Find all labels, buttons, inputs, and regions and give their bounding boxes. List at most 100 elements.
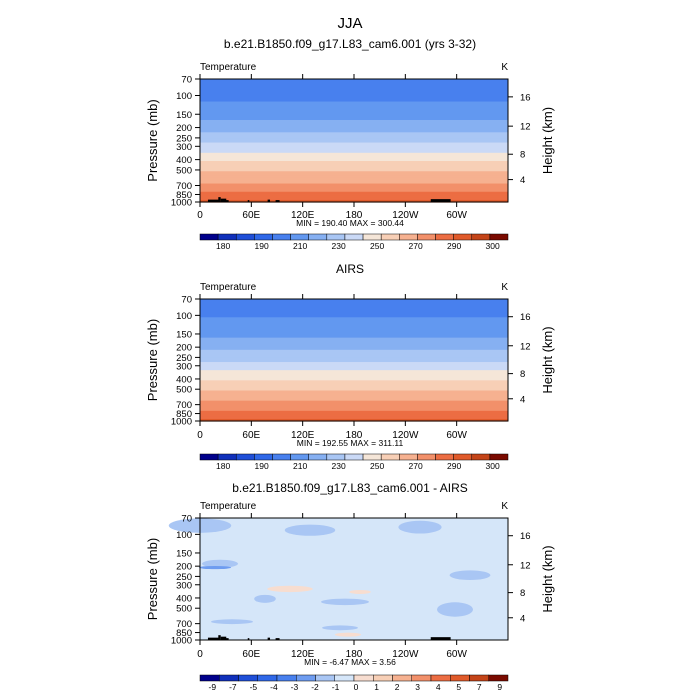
- y-tick-label: 100: [176, 311, 192, 322]
- contour-band: [200, 406, 508, 410]
- contour-band: [200, 418, 508, 422]
- y-tick-label: 150: [176, 329, 192, 340]
- anomaly-region: [202, 559, 238, 568]
- panel-1: b.e21.B1850.f09_g17.L83_cam6.001 (yrs 3-…: [145, 37, 555, 251]
- colorbar-swatch: [399, 233, 418, 241]
- colorbar: 180 190 210 230 250 270 290 300: [199, 233, 509, 251]
- height-tick-label: 16: [520, 531, 531, 542]
- contour-band: [200, 79, 508, 82]
- x-tick-label: 60W: [446, 649, 467, 660]
- contour-band: [200, 140, 508, 144]
- colorbar-label: 180: [216, 241, 230, 251]
- contour-band: [200, 120, 508, 123]
- topography-block: [430, 199, 451, 202]
- colorbar-swatch: [272, 233, 291, 241]
- y-tick-label: 400: [176, 155, 192, 166]
- unit-label: K: [501, 62, 508, 73]
- contour-band: [200, 117, 508, 121]
- contour-band: [200, 105, 508, 109]
- y-tick-label: 1000: [171, 636, 192, 647]
- x-tick-label: 180: [346, 649, 363, 660]
- contour-band: [200, 323, 508, 327]
- contour-band: [200, 388, 508, 392]
- contour-band: [200, 111, 508, 115]
- contour-band: [200, 128, 508, 131]
- y-tick-label: 200: [176, 562, 192, 573]
- contour-band: [200, 378, 508, 381]
- height-tick-label: 8: [520, 369, 525, 380]
- contour-band: [200, 386, 508, 390]
- contour-band: [200, 345, 508, 349]
- y-tick-label: 150: [176, 548, 192, 559]
- contour-band: [200, 333, 508, 337]
- contour-band: [200, 325, 508, 329]
- colorbar-swatch: [380, 453, 400, 461]
- contour-band: [200, 400, 508, 404]
- topography-block: [225, 200, 229, 202]
- contour-band: [200, 185, 508, 189]
- contour-band: [200, 337, 508, 341]
- topography-block: [275, 200, 280, 202]
- anomaly-region: [198, 565, 232, 570]
- contour-band: [200, 138, 508, 142]
- stats-label: MIN = 190.40 MAX = 300.44: [296, 218, 404, 228]
- colorbar-label: 210: [293, 461, 307, 471]
- colorbar-label: 1: [374, 682, 379, 692]
- contour-band: [200, 93, 508, 96]
- plot-area: [168, 518, 508, 640]
- contour-band: [200, 146, 508, 150]
- colorbar-label: -7: [229, 682, 237, 692]
- contour-band: [200, 189, 508, 193]
- topography: [207, 197, 451, 202]
- y-axis-label-left: Pressure (mb): [145, 99, 160, 181]
- plot-area: [200, 299, 508, 422]
- colorbar-swatch: [272, 453, 291, 461]
- colorbar-label: 7: [477, 682, 482, 692]
- colorbar-swatch: [417, 453, 436, 461]
- contour-band: [200, 148, 508, 152]
- topography-block: [220, 198, 227, 202]
- colorbar-label: 250: [370, 241, 384, 251]
- stats-label: MIN = -6.47 MAX = 3.56: [304, 657, 396, 667]
- contour-band: [200, 360, 508, 363]
- colorbar-label: -2: [311, 682, 319, 692]
- contour-band: [200, 301, 508, 304]
- contour-band: [200, 353, 508, 357]
- colorbar-swatch: [217, 453, 237, 461]
- colorbar-label: 3: [415, 682, 420, 692]
- topography-block: [207, 199, 220, 202]
- colorbar-swatch: [392, 674, 412, 682]
- contour-band: [200, 370, 508, 373]
- contour-band: [200, 169, 508, 172]
- x-tick-label: 60W: [446, 210, 467, 221]
- y-tick-label: 70: [181, 75, 192, 86]
- y-tick-label: 500: [176, 165, 192, 176]
- height-tick-label: 12: [520, 341, 531, 352]
- colorbar-label: 190: [255, 241, 269, 251]
- contour-band: [200, 158, 508, 162]
- colorbar-label: 230: [332, 461, 346, 471]
- height-tick-label: 4: [520, 394, 525, 405]
- y-tick-label: 1000: [171, 198, 192, 209]
- y-tick-label: 300: [176, 142, 192, 153]
- colorbar-label: 290: [447, 461, 461, 471]
- contour-band: [200, 343, 508, 347]
- colorbar-swatch: [254, 233, 273, 241]
- contour-band: [200, 179, 508, 183]
- contour-band: [200, 402, 508, 406]
- contour-band: [200, 307, 508, 310]
- contour-band: [200, 313, 508, 316]
- colorbar-label: 190: [255, 461, 269, 471]
- y-tick-label: 200: [176, 343, 192, 354]
- contour-band: [200, 315, 508, 318]
- anomaly-region: [437, 602, 473, 617]
- contour-band: [200, 368, 508, 371]
- colorbar-label: -3: [291, 682, 299, 692]
- contour-band: [200, 362, 508, 365]
- colorbar-swatch: [199, 233, 219, 241]
- topography-block: [247, 200, 250, 202]
- anomaly-region: [349, 589, 371, 594]
- contour-band: [200, 376, 508, 379]
- colorbar-swatch: [217, 233, 237, 241]
